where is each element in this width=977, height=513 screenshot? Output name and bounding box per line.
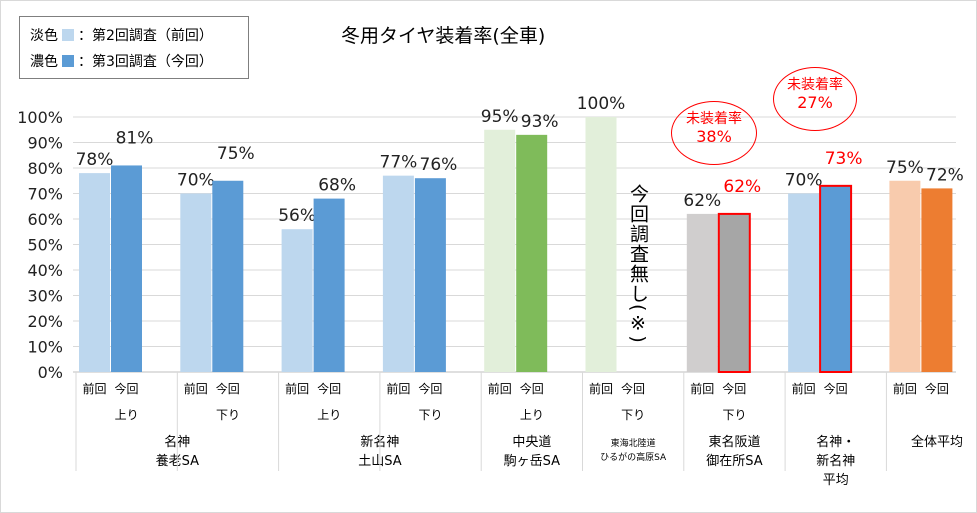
legend-swatch <box>62 29 74 41</box>
bar-label-previous: 前回 <box>488 381 512 396</box>
direction-label: 下り <box>621 408 645 422</box>
data-label-current: 62% <box>723 177 761 197</box>
annotation-27: 未装着率 27% <box>773 67 857 131</box>
location-label: 駒ヶ岳SA <box>504 454 560 469</box>
location-label: 東名阪道 <box>708 434 760 450</box>
location-label: 東海北陸道 <box>611 437 656 449</box>
bar-label-current: 今回 <box>621 381 645 396</box>
y-tick-label: 50% <box>27 236 63 255</box>
y-tick-label: 40% <box>27 261 63 280</box>
legend-desc: ：第2回調査（前回） <box>78 28 213 44</box>
bar-label-current: 今回 <box>520 381 544 396</box>
y-tick-label: 20% <box>27 312 63 331</box>
data-label-previous: 78% <box>76 150 114 170</box>
data-label-current: 72% <box>926 165 964 185</box>
direction-label: 下り <box>419 408 443 422</box>
direction-label: 下り <box>722 408 746 422</box>
data-label-previous: 75% <box>886 158 924 178</box>
data-label-current: 81% <box>116 128 154 148</box>
bar-previous <box>788 193 820 372</box>
bar-label-current: 今回 <box>722 381 746 396</box>
legend-desc: ：第3回調査（今回） <box>78 54 213 70</box>
bar-label-previous: 前回 <box>184 381 208 396</box>
y-tick-label: 60% <box>27 210 63 229</box>
bar-current <box>921 188 953 372</box>
bar-current <box>414 178 446 372</box>
location-label: 中央道 <box>512 435 551 450</box>
chart-title: 冬用タイヤ装着率(全車) <box>341 25 546 47</box>
bar-previous <box>382 175 414 372</box>
location-label: 平均 <box>823 473 849 488</box>
bar-previous <box>686 213 718 372</box>
legend-label: 濃色 <box>30 54 58 70</box>
direction-label: 上り <box>317 408 341 422</box>
data-label-current: 93% <box>521 112 559 132</box>
bar-previous <box>484 129 516 372</box>
bar-label-previous: 前回 <box>792 381 816 396</box>
bar-label-previous: 前回 <box>893 381 917 396</box>
bar-label-current: 今回 <box>418 381 442 396</box>
bar-previous <box>79 173 110 372</box>
no-survey-note: 今回調査無し(※) <box>627 184 649 344</box>
bar-label-previous: 前回 <box>82 381 106 396</box>
data-label-current: 76% <box>420 155 458 175</box>
y-tick-label: 10% <box>27 338 63 357</box>
bar-current <box>111 165 142 372</box>
y-tick-label: 80% <box>27 159 63 178</box>
bar-current <box>516 134 548 372</box>
bar-label-current: 今回 <box>824 381 848 396</box>
bar-label-current: 今回 <box>925 381 949 396</box>
location-label: 御在所SA <box>706 454 762 469</box>
bar-previous <box>585 117 617 372</box>
data-label-current: 68% <box>318 176 356 196</box>
location-label: 新名神 <box>816 453 855 469</box>
data-label-previous: 100% <box>577 94 626 114</box>
bar-previous <box>180 193 212 372</box>
bar-label-previous: 前回 <box>589 381 613 396</box>
data-label-previous: 77% <box>380 153 418 173</box>
y-tick-label: 0% <box>38 363 63 382</box>
annotation-38: 未装着率 38% <box>671 101 757 165</box>
bar-label-current: 今回 <box>114 381 138 396</box>
y-tick-label: 30% <box>27 287 63 306</box>
data-label-current: 73% <box>825 149 863 169</box>
direction-label: 下り <box>216 408 240 422</box>
legend-item-current: 濃色 ：第3回調査（今回） <box>30 51 213 71</box>
legend: 淡色 ：第2回調査（前回） 濃色 ：第3回調査（今回） <box>19 16 249 79</box>
bar-current <box>819 184 853 373</box>
bar-label-previous: 前回 <box>386 381 410 396</box>
annotation-value: 38% <box>696 127 732 146</box>
bar-label-current: 今回 <box>317 381 341 396</box>
data-label-previous: 70% <box>177 171 215 191</box>
data-label-previous: 62% <box>683 191 721 211</box>
data-label-previous: 56% <box>278 206 316 226</box>
bar-current <box>313 198 345 372</box>
bar-label-current: 今回 <box>216 381 240 396</box>
bar-current <box>212 180 244 372</box>
location-label: 全体平均 <box>911 434 963 450</box>
bar-label-previous: 前回 <box>690 381 714 396</box>
legend-label: 淡色 <box>30 28 58 44</box>
y-tick-label: 90% <box>27 134 63 153</box>
legend-item-previous: 淡色 ：第2回調査（前回） <box>30 25 213 45</box>
location-label: 名神・ <box>816 434 855 450</box>
direction-label: 上り <box>520 408 544 422</box>
y-tick-label: 100% <box>17 108 63 127</box>
bar-label-previous: 前回 <box>285 381 309 396</box>
direction-label: 上り <box>115 408 139 422</box>
annotation-text: 未装着率 <box>787 77 843 93</box>
bar-previous <box>281 229 313 372</box>
bar-current <box>717 212 751 373</box>
annotation-text: 未装着率 <box>686 111 742 127</box>
data-label-previous: 70% <box>785 171 823 191</box>
location-label: ひるがの高原SA <box>600 451 667 463</box>
data-label-previous: 95% <box>481 107 519 127</box>
y-tick-label: 70% <box>27 185 63 204</box>
bar-previous <box>889 180 921 372</box>
legend-swatch <box>62 55 74 67</box>
data-label-current: 75% <box>217 144 255 164</box>
annotation-value: 27% <box>797 93 833 112</box>
